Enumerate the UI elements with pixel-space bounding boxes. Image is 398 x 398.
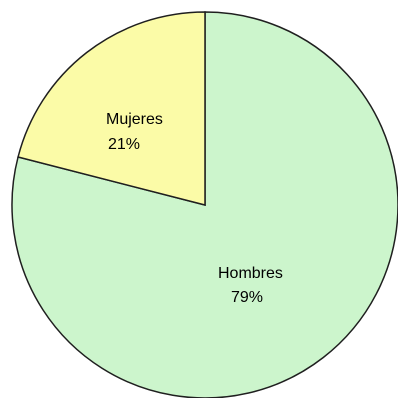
pie-slice-hombres — [11, 11, 398, 398]
slice-percent-mujeres: 21% — [108, 136, 140, 153]
pie-slice-mujeres — [17, 11, 206, 206]
slice-label-mujeres: Mujeres — [106, 111, 163, 128]
pie-slices — [11, 11, 398, 398]
slice-label-hombres: Hombres — [218, 265, 283, 282]
slice-percent-hombres: 79% — [231, 289, 263, 306]
pie-labels: Hombres 79% Mujeres 21% — [106, 111, 283, 306]
